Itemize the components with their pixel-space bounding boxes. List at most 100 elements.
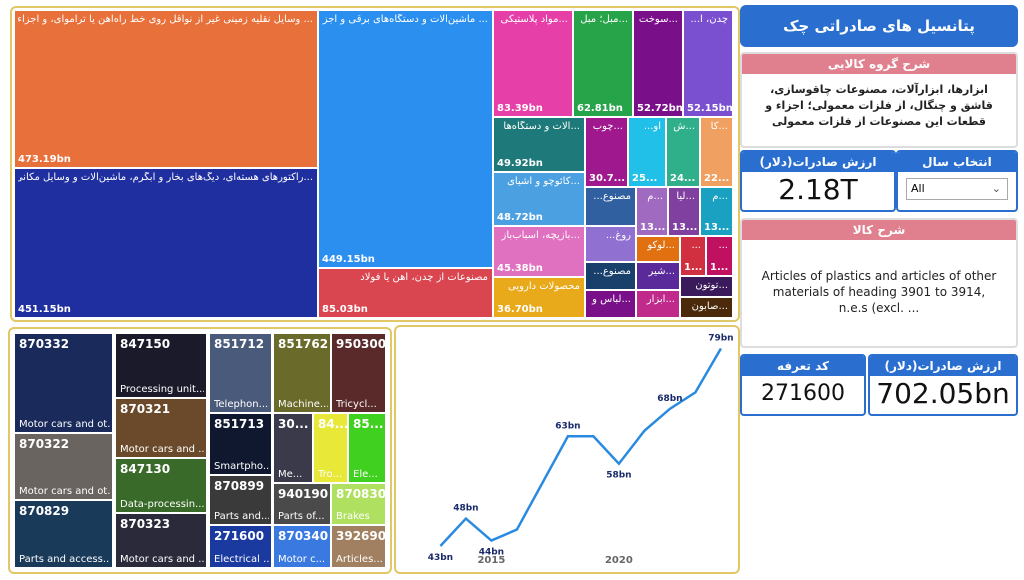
tile-label: ...لباس و [592, 294, 631, 305]
treemap-tile: 870830 Brakes [331, 483, 386, 525]
treemap-tile: ...صابون [680, 297, 733, 318]
treemap-tile: مصنوع... [585, 187, 636, 226]
tile-value: 30.7... [589, 173, 626, 184]
tile-label: چدن، آ... [690, 14, 729, 25]
treemap-tile: ...بازیچه، اسباب‌باز 45.38bn [493, 226, 585, 277]
treemap-tile: آو... 25... [628, 117, 666, 187]
data-label: 44bn [479, 548, 504, 558]
tile-label: ...کا [710, 121, 728, 132]
tile-label: ...م [647, 191, 663, 202]
dropdown[interactable]: All ⌄ [906, 178, 1008, 200]
tile-label: ...آلات و دستگاه‌ها [503, 121, 580, 132]
tile-label: مصنوع... [593, 191, 631, 202]
card-text: ابزارها، ابزارآلات، مصنوعات چاقوسازی، قا… [765, 83, 993, 128]
treemap-tile: 851762 Machine... [273, 333, 331, 413]
tile-label: ...صابون [691, 301, 728, 312]
treemap-tile: 940190 Parts of... [273, 483, 331, 525]
card-value: 271600 [761, 381, 845, 406]
tile-code: 870899 [214, 479, 265, 493]
treemap-tile: 392690 Articles... [331, 525, 386, 568]
tile-label: ...سوخت [638, 14, 678, 25]
treemap-tile: 950300 Tricycl... [331, 333, 386, 413]
data-label: 68bn [657, 394, 682, 404]
treemap-tile: ...توتون [680, 276, 733, 297]
tile-label: Electrical ... [214, 554, 269, 565]
tile-code: 392690 [336, 529, 386, 543]
group-card: شرح گروه کالایی ابزارها، ابزارآلات، مصنو… [740, 52, 1018, 148]
tile-label: ...ابزار [646, 294, 675, 305]
tile-value: 13... [640, 222, 666, 233]
tile-value: 52.72bn [637, 103, 683, 114]
treemap-tile: مصنوع... [585, 262, 636, 290]
tile-code: 870830 [336, 487, 386, 501]
tile-label: ...بازیچه، اسباب‌باز [501, 230, 581, 241]
tile-label: Telephon... [214, 399, 269, 410]
treemap-tile: 870322 Motor cars and ot... [14, 433, 113, 500]
tile-code: 870323 [120, 517, 171, 531]
card-title: ارزش صادرات(دلار) [742, 152, 894, 172]
export-card: ارزش صادرات(دلار) 2.18T [740, 150, 896, 212]
x-tick-label: 2020 [605, 555, 633, 566]
tile-label: ...ش [673, 121, 695, 132]
tile-label: Smartpho... [214, 461, 269, 472]
card-title: ارزش صادرات(دلار) [870, 356, 1016, 376]
tile-label: Tro... [318, 469, 343, 480]
tile-value: 451.15bn [18, 304, 71, 315]
treemap-tile: 870340 Motor c... [273, 525, 331, 568]
tile-code: 847150 [120, 337, 171, 351]
line-panel: 2015 2020 43bn 48bn 44bn 63bn 58bn 68bn 79bn [394, 325, 740, 574]
tile-label: Motor cars and ... [120, 444, 204, 455]
tile-label: ... [691, 240, 701, 251]
treemap-tile: ...ش 24... [666, 117, 700, 187]
tile-label: Tricycl... [336, 399, 377, 410]
tile-label: Parts of... [278, 511, 325, 522]
tile-value: 25... [632, 173, 658, 184]
card-title: شرح کالا [742, 220, 1016, 240]
card-value: 2.18T [778, 173, 858, 206]
tile-label: ...توتون [695, 280, 728, 291]
tile-code: 870322 [19, 437, 70, 451]
tile-value: 22... [704, 173, 730, 184]
card-title: کد تعرفه [742, 356, 864, 376]
treemap-tile: 870899 Parts and... [209, 475, 272, 525]
treemap-tile: ...چوب 30.7... [585, 117, 628, 187]
tile-value: 83.39bn [497, 103, 543, 114]
filter-title: انتخاب سال [898, 152, 1016, 172]
tile-code: 870340 [278, 529, 329, 543]
treemap-tile: 847130 Data-processin... [115, 458, 207, 513]
tile-label: ... ماشین‌آلات و دستگاه‌های برقی و اجزاء [322, 14, 488, 25]
line-chart: 2015 2020 43bn 48bn 44bn 63bn 58bn 68bn 79bn [428, 333, 734, 566]
treemap-tile: محصولات دارویی 36.70bn [493, 277, 585, 318]
tile-label: آو... [643, 121, 661, 132]
tile-label: ...لوکو [647, 240, 675, 251]
tile-code: 851712 [214, 337, 265, 351]
tile-value: 49.92bn [497, 158, 543, 169]
tile-label: محصولات دارویی [508, 281, 580, 292]
treemap-tile: 30... Me... [273, 413, 313, 483]
tile-label: Brakes [336, 511, 370, 522]
tile-value: 449.15bn [322, 254, 375, 265]
treemap-tile: 85... Ele... [348, 413, 386, 483]
treemap-tile: 271600 Electrical ... [209, 525, 272, 568]
tile-code: 870829 [19, 504, 70, 518]
treemap-tile: ...ابزار [636, 290, 680, 318]
treemap-tile: ... ماشین‌آلات و دستگاه‌های برقی و اجزاء… [318, 10, 493, 268]
tile-label: Ele... [353, 469, 378, 480]
tile-code: 851713 [214, 417, 265, 431]
data-label: 48bn [453, 504, 478, 514]
x-tick-label: 2015 [477, 555, 505, 566]
tile-label: ...شیر [648, 266, 675, 277]
tile-label: Parts and... [214, 511, 269, 522]
tile-code: 950300 [336, 337, 386, 351]
treemap-tile: ...کا 22... [700, 117, 733, 187]
tile-value: 24... [670, 173, 696, 184]
treemap-tile: 851713 Smartpho... [209, 413, 272, 475]
data-label: 43bn [428, 553, 453, 563]
card-value: 702.05bn [876, 377, 1010, 410]
treemap-tile: ...مبل؛ مبل 62.81bn [573, 10, 633, 117]
tile-value: 1... [684, 262, 703, 273]
tile-code: 870321 [120, 402, 171, 416]
tile-label: Processing unit... [120, 384, 204, 395]
treemap-tile: 870829 Parts and access... [14, 500, 113, 568]
